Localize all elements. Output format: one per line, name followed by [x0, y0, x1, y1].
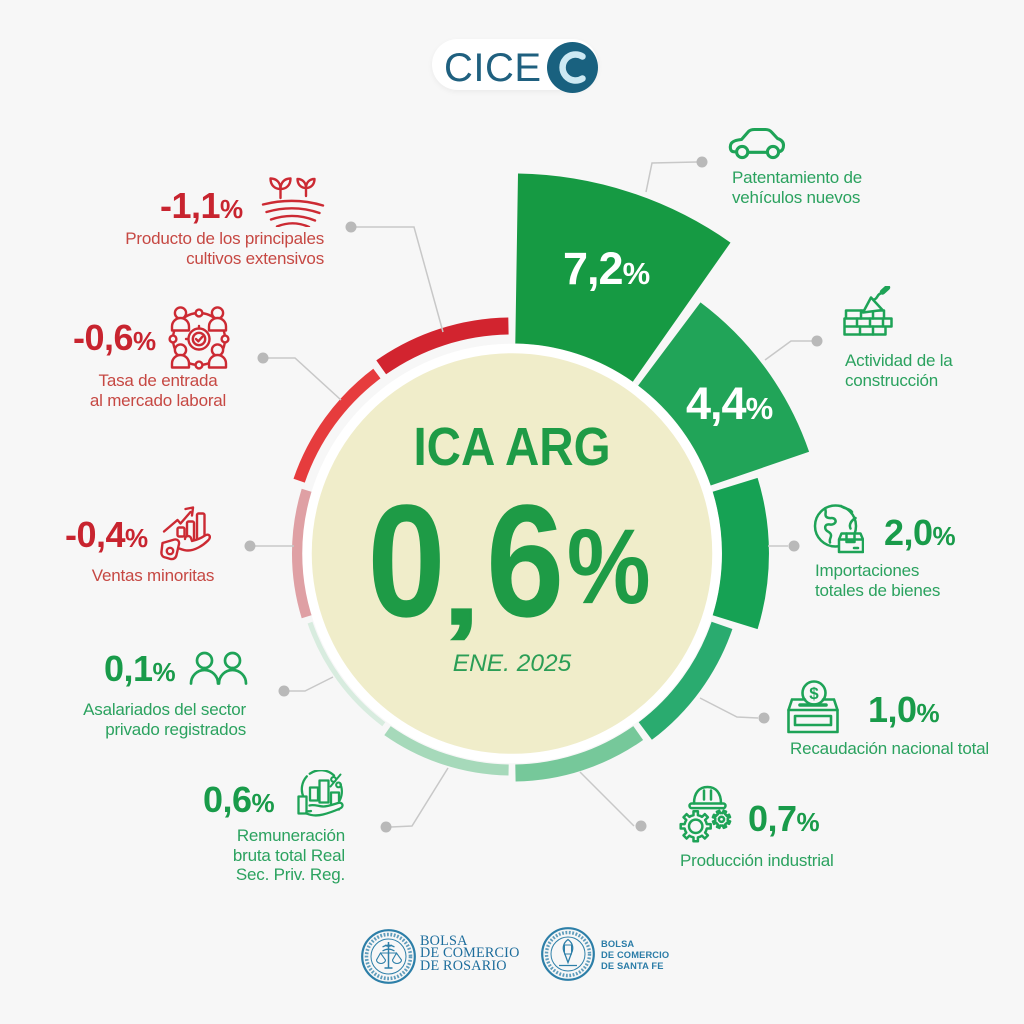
svg-text:$: $ — [809, 684, 819, 703]
